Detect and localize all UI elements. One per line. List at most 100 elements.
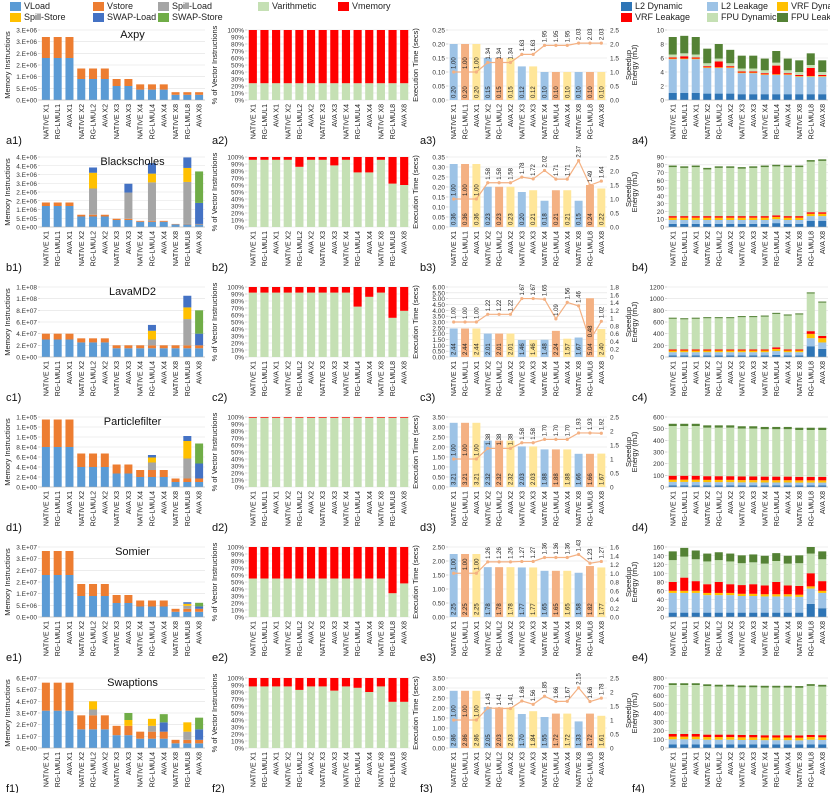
time-bar xyxy=(483,707,492,748)
mem-xtick-label: AVA X8 xyxy=(197,621,204,644)
time-value-label: 2.01 xyxy=(486,343,492,355)
time-value-label: 2.86 xyxy=(463,734,469,746)
legend-energy-0: L2 Dynamic xyxy=(621,1,683,11)
legend-mem-1: Vstore xyxy=(93,1,133,11)
pct-bar-varith xyxy=(341,417,351,487)
pct-ytick-label: 40% xyxy=(231,70,244,77)
speedup-line xyxy=(453,42,602,73)
time-value-label: 0.36 xyxy=(474,213,480,225)
energy-bar-segment xyxy=(703,93,712,100)
energy-bar-segment xyxy=(806,67,815,77)
time-value-label: 2.01 xyxy=(508,343,514,355)
pct-ytick-label: 50% xyxy=(231,63,244,70)
pct-bar-varith xyxy=(400,417,409,487)
energy-bar-segment xyxy=(772,354,781,357)
energy-ytick-label: 100 xyxy=(653,737,664,744)
energy-bar-segment xyxy=(806,293,815,332)
mem-bar-segment xyxy=(147,462,156,470)
time-ytick-label: 3.50 xyxy=(432,415,445,422)
energy-bar-segment xyxy=(668,165,677,168)
time-bar xyxy=(597,188,606,227)
legend-swatch xyxy=(621,12,632,22)
pct-xtick-label: NATIVE X8 xyxy=(378,361,385,396)
energy-bar-segment xyxy=(749,485,758,487)
pct-bar-vmemory xyxy=(353,287,362,307)
mem-bar-segment xyxy=(53,447,62,487)
mem-bar-segment xyxy=(195,739,204,744)
pct-xtick-label: AVA X3 xyxy=(332,752,339,775)
energy-bar-segment xyxy=(749,55,758,69)
mem-ytick-label: 0.E+00 xyxy=(16,746,37,753)
energy-bar-segment xyxy=(795,167,804,217)
energy-ytick-label: 90 xyxy=(657,155,665,162)
pct-bar-varith xyxy=(388,317,397,357)
speedup-point xyxy=(599,319,603,323)
energy-bar-segment xyxy=(703,220,712,224)
energy-bar-segment xyxy=(749,316,758,318)
pct-ytick-label: 60% xyxy=(231,56,244,63)
energy-bar-segment xyxy=(714,166,723,168)
time-value-label: 1.65 xyxy=(543,603,549,615)
mem-xtick-label: NATIVE X4 xyxy=(138,621,145,656)
energy-bar-segment xyxy=(714,684,723,687)
mem-bar-segment xyxy=(195,743,204,748)
energy-ytick-label: 8 xyxy=(660,42,664,49)
energy-bar-segment xyxy=(818,336,827,339)
mem-bar-segment xyxy=(100,214,109,217)
mem-xtick-label: AVA X8 xyxy=(197,231,204,254)
time-value-label: 0.15 xyxy=(577,213,583,225)
energy-bar-segment xyxy=(783,429,792,477)
pct-ytick-label: 100% xyxy=(227,28,244,35)
mem-xtick-label: NATIVE X8 xyxy=(173,491,180,526)
mem-bar-segment xyxy=(147,606,156,617)
speedup-point xyxy=(531,177,535,181)
legend-mem-3: Spill-Store xyxy=(10,12,66,22)
mem-bar-segment xyxy=(124,725,133,736)
time-bar xyxy=(506,707,515,748)
energy-bar-segment xyxy=(795,744,804,748)
energy-ytick-label: 800 xyxy=(653,676,664,683)
legend-label: Varithmetic xyxy=(272,1,317,11)
energy-bar-segment xyxy=(737,216,746,218)
pct-bar-varith xyxy=(330,578,339,617)
chart-mem-4: 0.E+005.E+061.E+072.E+072.E+073.E+073.E+… xyxy=(3,545,205,664)
mem-bar-segment xyxy=(65,333,74,340)
energy-bar-segment xyxy=(691,93,700,100)
time-ytick-label: 0.00 xyxy=(432,485,445,492)
time-xtick-label: AVA X1 xyxy=(474,621,481,644)
time-xtick-label: AVA X8 xyxy=(599,752,606,775)
energy-bar-segment xyxy=(714,427,723,477)
energy-bar-segment xyxy=(726,482,735,486)
time-ytick-label: 2.00 xyxy=(432,559,445,566)
energy-bar-segment xyxy=(772,582,781,595)
energy-bar-segment xyxy=(760,70,769,74)
pct-xtick-label: AVA X3 xyxy=(332,104,339,127)
energy-bar-segment xyxy=(818,159,827,161)
mem-bar-segment xyxy=(195,202,204,224)
pct-bar-varith xyxy=(272,292,281,357)
mem-bar-segment xyxy=(171,345,180,349)
energy-xtick-label: NATIVE X3 xyxy=(739,104,746,139)
speedup-label: 2.03 xyxy=(588,28,594,40)
pct-bar-vmemory xyxy=(248,30,257,84)
time-value-label: 2.25 xyxy=(474,603,480,615)
mem-bar-segment xyxy=(41,419,50,447)
mem-bar-segment xyxy=(124,473,133,487)
energy-bar-segment xyxy=(680,216,689,218)
mem-xtick-label: NATIVE X4 xyxy=(138,491,145,526)
energy-bar-segment xyxy=(783,349,792,351)
energy-bar-segment xyxy=(806,573,815,587)
energy-bar-segment xyxy=(818,686,827,736)
mem-xtick-label: RG-LMUL8 xyxy=(185,621,192,657)
speedup-line xyxy=(453,297,602,342)
mem-bar-segment xyxy=(136,221,145,227)
time-value-label: 2.44 xyxy=(452,343,458,355)
mem-bar-segment xyxy=(147,173,156,183)
legend-label: FPU Dynamic xyxy=(721,12,777,22)
pct-bar-vmemory xyxy=(365,30,374,84)
time-xtick-label: RG-LMUL4 xyxy=(553,361,560,397)
time-ytick-label: 4.50 xyxy=(432,302,445,309)
time-xtick-label: NATIVE X1 xyxy=(451,752,458,787)
energy-bar-segment xyxy=(783,585,792,595)
pct-bar-varith xyxy=(353,417,362,487)
